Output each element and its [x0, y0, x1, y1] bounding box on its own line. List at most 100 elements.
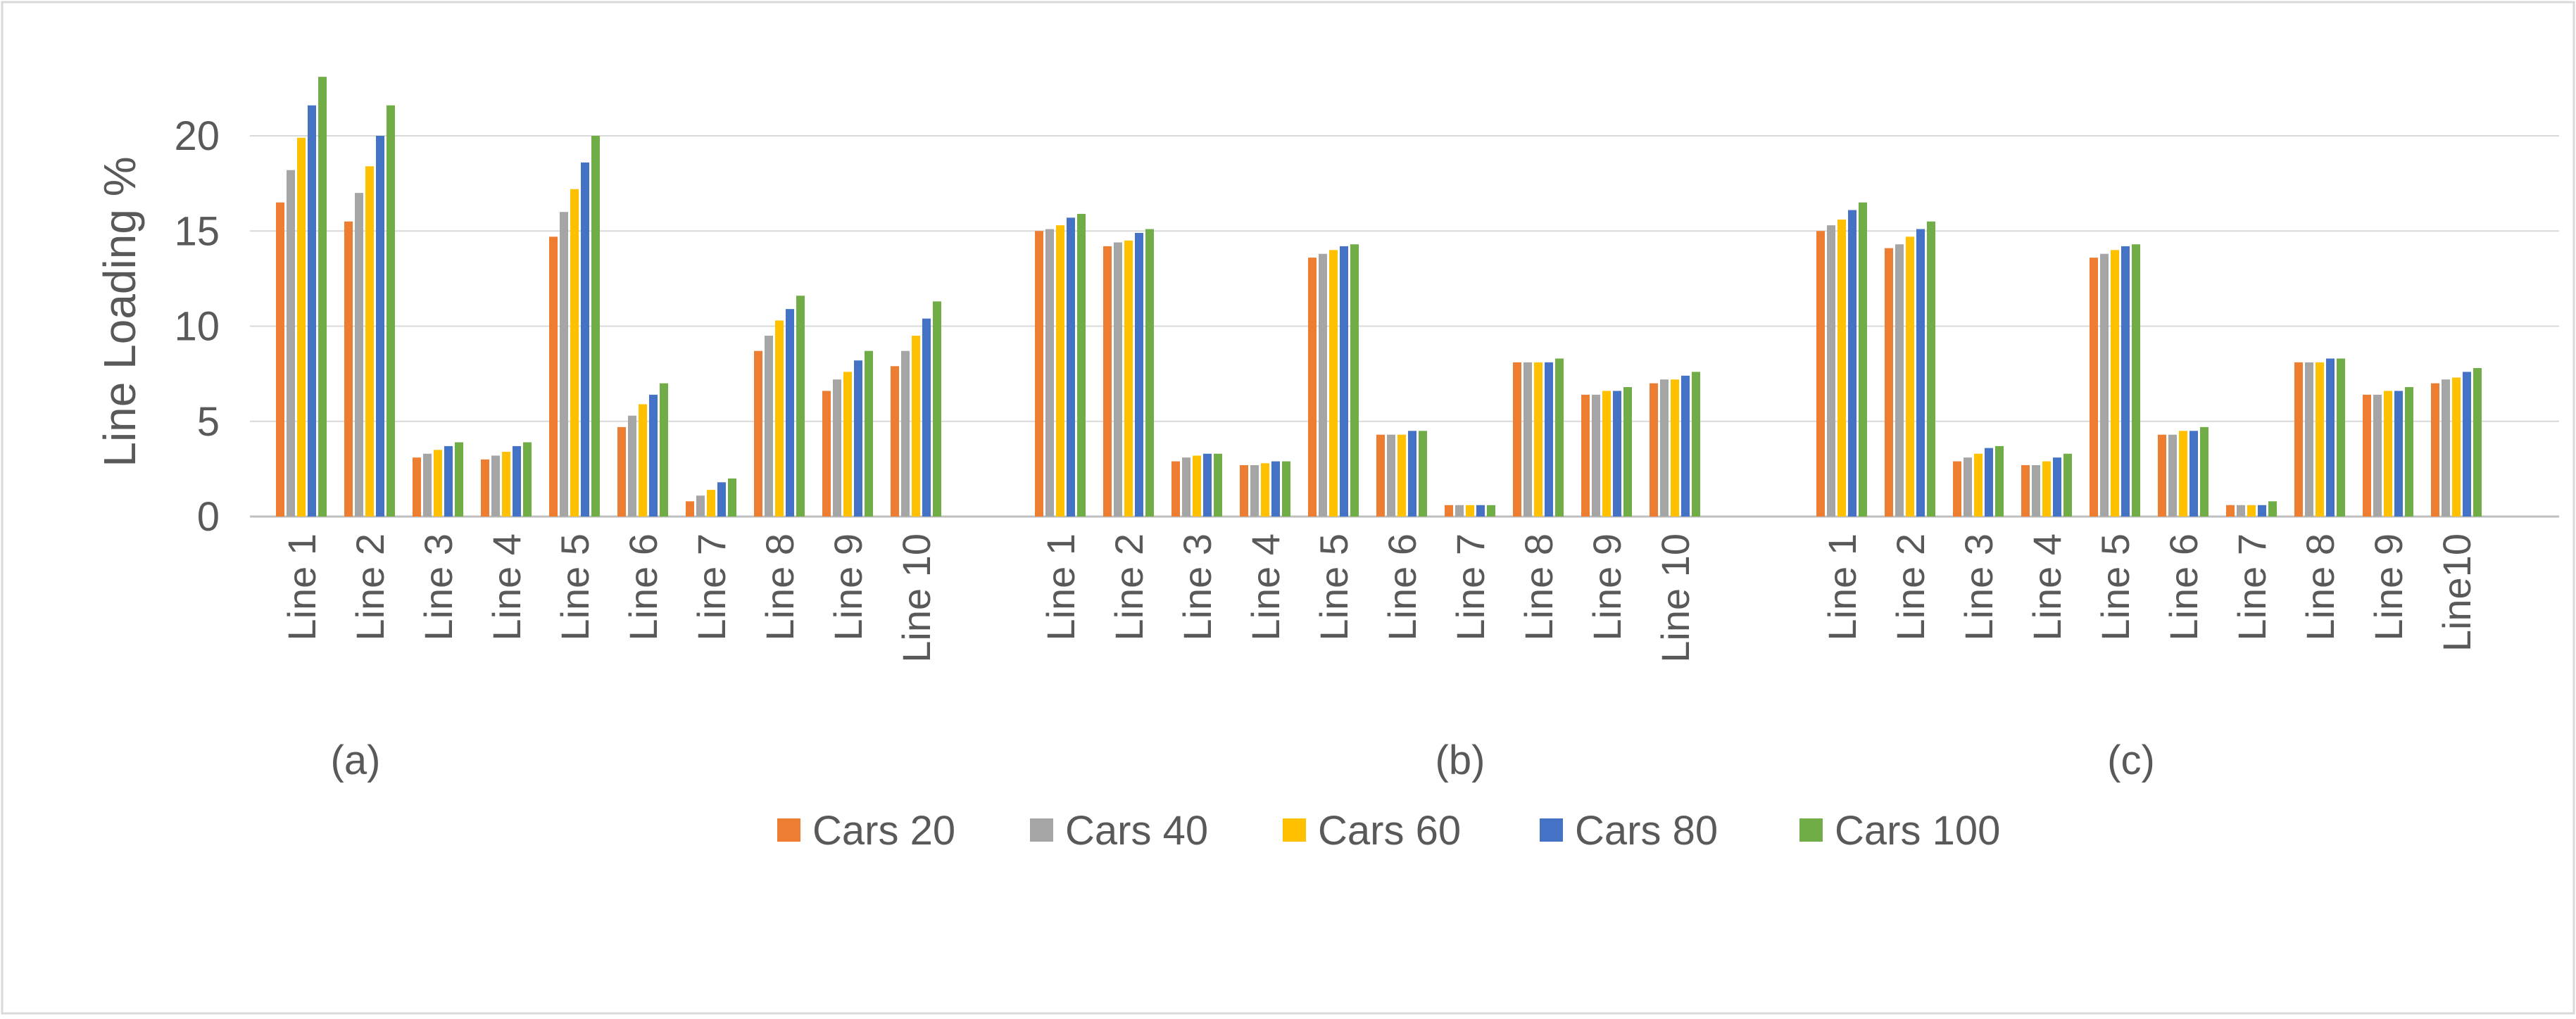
bar [1513, 362, 1521, 517]
bar [2121, 246, 2130, 517]
bar [2305, 362, 2313, 517]
bar [2316, 362, 2324, 517]
bar [2021, 464, 2030, 517]
bar [1455, 505, 1464, 517]
bar [1408, 431, 1416, 517]
bar [1895, 244, 1904, 517]
bar [570, 189, 579, 517]
bar [1250, 464, 1259, 517]
panel-labels: (a) (b) (c) [331, 738, 2155, 783]
bar [2473, 368, 2482, 517]
bar [344, 221, 353, 517]
bar [754, 350, 762, 517]
bar [560, 212, 568, 517]
bar [2326, 358, 2335, 517]
bar [297, 137, 306, 517]
bar [912, 336, 920, 517]
bar [481, 459, 489, 517]
panel-label: (c) [2107, 738, 2155, 783]
bar [1350, 244, 1359, 517]
x-tick-label: Line 7 [1448, 533, 1493, 641]
bar [2132, 244, 2140, 517]
bar [1953, 461, 1961, 517]
bar [822, 391, 831, 517]
bar [387, 105, 395, 517]
bar [660, 383, 668, 517]
y-axis-ticks: 0 5 10 15 20 [174, 113, 220, 540]
bar [2168, 434, 2177, 517]
bar [686, 501, 694, 517]
bar [2111, 250, 2119, 517]
bar [775, 320, 784, 517]
bar [1214, 453, 1222, 517]
bar [513, 445, 521, 517]
x-tick-label: Line 2 [348, 533, 392, 641]
bar [1534, 362, 1543, 517]
bar [2405, 387, 2413, 517]
bar [2200, 426, 2209, 517]
x-tick-label: Line 10 [1653, 533, 1697, 663]
bar [491, 455, 500, 517]
bar [1671, 379, 1679, 517]
bar [1974, 453, 1983, 517]
bar [1045, 229, 1054, 517]
y-tick-label: 15 [174, 208, 220, 254]
bar [796, 296, 805, 517]
bar [707, 490, 715, 517]
bar [1329, 250, 1338, 517]
bar [1056, 225, 1064, 517]
bar [865, 350, 873, 517]
bar [1240, 464, 1248, 517]
x-tick-label: Line 5 [2093, 533, 2137, 641]
x-tick-label: Line 3 [416, 533, 460, 641]
bar [523, 442, 532, 517]
bar [1124, 240, 1133, 517]
bar [2032, 464, 2040, 517]
y-axis-title: Line Loading % [94, 156, 145, 467]
panel-label: (a) [331, 738, 381, 783]
bar [2063, 453, 2072, 517]
bar [1308, 258, 1317, 517]
bar [1581, 394, 1590, 517]
bar [1193, 455, 1201, 517]
bar [933, 301, 941, 517]
bar [2463, 372, 2471, 517]
bar [2442, 379, 2450, 517]
x-tick-label: Line 9 [1585, 533, 1629, 641]
bar [922, 318, 931, 517]
bar [843, 372, 852, 517]
bar [2258, 505, 2266, 517]
legend: Cars 20 Cars 40 Cars 60 Cars 80 Cars 100 [777, 808, 2000, 854]
bar [2237, 505, 2245, 517]
bar [1376, 434, 1385, 517]
bar [1171, 461, 1180, 517]
bar [1387, 434, 1395, 517]
bar [1282, 461, 1290, 517]
bar [1545, 362, 1553, 517]
x-tick-label: Line 6 [1380, 533, 1424, 641]
legend-label: Cars 40 [1065, 808, 1208, 854]
bar [2053, 457, 2061, 517]
bar [891, 366, 899, 517]
bar [444, 445, 453, 517]
x-axis-tick-labels: Line 1 Line 2 Line 3 Line 4 Line 5 Line 6 Line… [279, 533, 2479, 663]
bar [639, 404, 647, 517]
x-tick-label: Line 7 [2230, 533, 2274, 641]
bar [2158, 434, 2166, 517]
bar [1145, 229, 1154, 517]
bar [2189, 431, 2198, 517]
x-tick-label: Line 9 [826, 533, 870, 641]
y-tick-label: 20 [174, 113, 220, 159]
x-tick-label: Line 2 [1888, 533, 1933, 641]
legend-label: Cars 100 [1835, 808, 2000, 854]
bar [1523, 362, 1532, 517]
bar [434, 450, 442, 517]
x-tick-label: Line 6 [621, 533, 665, 641]
legend-swatch [1799, 818, 1823, 842]
bar [1859, 202, 1867, 517]
x-tick-label: Line 9 [2366, 533, 2411, 641]
bar [2452, 377, 2461, 517]
legend-label: Cars 60 [1318, 808, 1461, 854]
bar [365, 166, 374, 517]
